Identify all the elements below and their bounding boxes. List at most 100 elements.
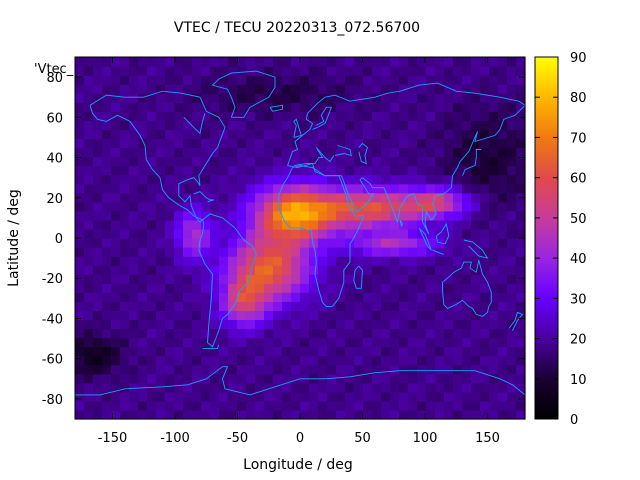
- heat-cell: [318, 156, 328, 167]
- heat-cell: [147, 120, 157, 130]
- heat-cell: [318, 120, 328, 130]
- heat-cell: [363, 228, 373, 239]
- heat-cell: [336, 228, 346, 239]
- heat-cell: [147, 292, 157, 302]
- heat-cell: [192, 102, 202, 112]
- heat-cell: [138, 102, 148, 112]
- heat-cell: [165, 310, 175, 321]
- heat-cell: [417, 319, 427, 330]
- heat-cell: [381, 138, 391, 149]
- heat-cell: [408, 328, 418, 339]
- heat-cell: [480, 301, 490, 311]
- heat-cell: [111, 364, 121, 375]
- heat-cell: [147, 373, 157, 384]
- heat-cell: [354, 391, 364, 402]
- heat-cell: [354, 174, 364, 185]
- heat-cell: [507, 174, 517, 185]
- heat-cell: [489, 292, 499, 302]
- heat-cell: [138, 283, 148, 293]
- heat-cell: [291, 364, 301, 375]
- heat-cell: [102, 247, 112, 257]
- heat-cell: [93, 165, 103, 176]
- heat-cell: [147, 301, 157, 311]
- heat-cell: [264, 400, 274, 411]
- heat-cell: [417, 283, 427, 293]
- heat-cell: [192, 192, 202, 203]
- heat-cell: [336, 138, 346, 149]
- heat-cell: [165, 346, 175, 357]
- coastline: [418, 227, 432, 251]
- heat-cell: [75, 120, 85, 130]
- heat-cell: [129, 373, 139, 384]
- heat-cell: [273, 292, 283, 302]
- heat-cell: [246, 192, 256, 203]
- heat-cell: [102, 102, 112, 112]
- heat-cell: [273, 210, 283, 221]
- heat-cell: [156, 355, 166, 366]
- heat-cell: [453, 156, 463, 167]
- heat-cell: [174, 66, 184, 76]
- heat-cell: [75, 337, 85, 348]
- heat-cell: [471, 292, 481, 302]
- heat-cell: [120, 400, 130, 411]
- heat-cell: [219, 138, 229, 149]
- heat-cell: [174, 274, 184, 284]
- heat-cell: [84, 183, 94, 194]
- heat-cell: [435, 165, 445, 176]
- heat-cell: [381, 292, 391, 302]
- heat-cell: [300, 210, 310, 221]
- heat-cell: [354, 274, 364, 284]
- heat-cell: [291, 292, 301, 302]
- heat-cell: [75, 328, 85, 339]
- heat-cell: [129, 400, 139, 411]
- heat-cell: [444, 102, 454, 112]
- heat-cell: [408, 247, 418, 257]
- heat-cell: [282, 57, 292, 67]
- heat-cell: [426, 292, 436, 302]
- heat-cell: [156, 274, 166, 284]
- heat-cell: [390, 247, 400, 257]
- heat-cell: [156, 201, 166, 212]
- heat-cell: [228, 219, 238, 230]
- heat-cell: [345, 328, 355, 339]
- heat-cell: [219, 93, 229, 103]
- heat-cell: [138, 210, 148, 221]
- heat-cell: [417, 409, 427, 420]
- heat-cell: [336, 75, 346, 85]
- heat-cell: [462, 328, 472, 339]
- heat-cell: [147, 328, 157, 339]
- heat-cell: [435, 373, 445, 384]
- heat-cell: [75, 238, 85, 248]
- heat-cell: [426, 138, 436, 149]
- heat-cell: [129, 355, 139, 366]
- heat-cell: [516, 364, 526, 375]
- heat-cell: [147, 238, 157, 248]
- heat-cell: [336, 283, 346, 293]
- heat-cell: [318, 256, 328, 266]
- heat-cell: [381, 219, 391, 230]
- heat-cell: [426, 183, 436, 194]
- heat-cell: [480, 364, 490, 375]
- heat-cell: [93, 283, 103, 293]
- heat-cell: [228, 156, 238, 167]
- heat-cell: [165, 256, 175, 266]
- heat-cell: [462, 283, 472, 293]
- heat-cell: [480, 183, 490, 194]
- heat-cell: [156, 409, 166, 420]
- heat-cell: [417, 292, 427, 302]
- x-tick-label: -100: [160, 431, 190, 446]
- heat-cell: [165, 57, 175, 67]
- heat-cell: [282, 256, 292, 266]
- heat-cell: [363, 265, 373, 275]
- heat-cell: [354, 129, 364, 140]
- heat-cell: [471, 138, 481, 149]
- heat-cell: [246, 147, 256, 158]
- heat-cell: [471, 274, 481, 284]
- heat-cell: [273, 400, 283, 411]
- heat-cell: [408, 210, 418, 221]
- heat-cell: [102, 219, 112, 230]
- heat-cell: [228, 165, 238, 176]
- heat-cell: [381, 156, 391, 167]
- heat-cell: [138, 256, 148, 266]
- heat-cell: [345, 265, 355, 275]
